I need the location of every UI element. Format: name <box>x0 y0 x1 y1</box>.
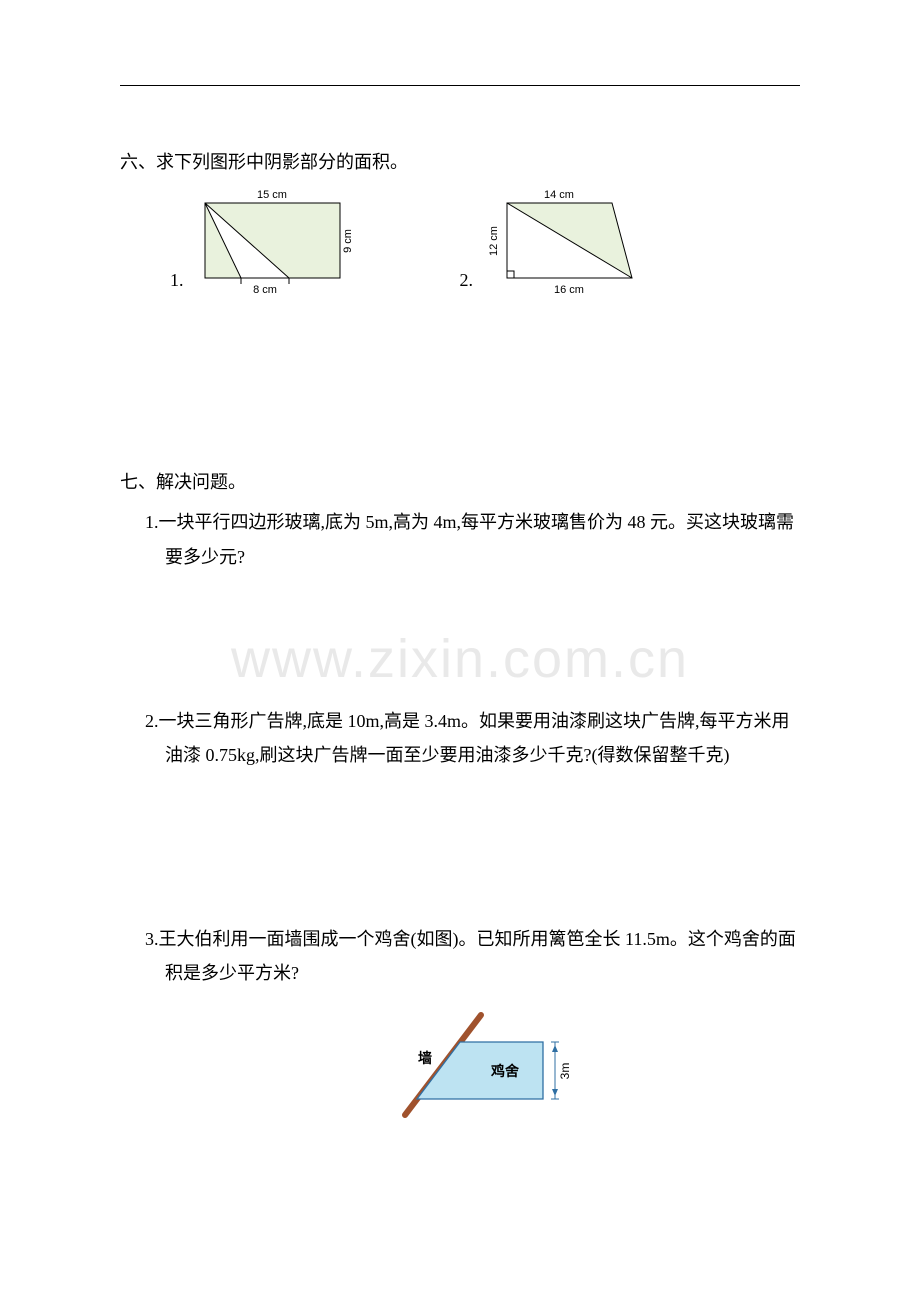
q7-3-text: 王大伯利用一面墙围成一个鸡舍(如图)。已知所用篱笆全长 11.5m。这个鸡舍的面… <box>159 929 796 983</box>
q7-1-number: 1. <box>145 512 159 532</box>
q7-2-text: 一块三角形广告牌,底是 10m,高是 3.4m。如果要用油漆刷这块广告牌,每平方… <box>159 711 790 765</box>
figure-1-number: 1. <box>170 263 184 297</box>
figure-2-number: 2. <box>460 263 474 297</box>
question-7-1: 1.一块平行四边形玻璃,底为 5m,高为 4m,每平方米玻璃售价为 48 元。买… <box>120 505 800 573</box>
question-7-2: 2.一块三角形广告牌,底是 10m,高是 3.4m。如果要用油漆刷这块广告牌,每… <box>120 704 800 772</box>
fig2-top-label: 14 cm <box>544 189 574 201</box>
q7-3-figure-wrap: 墙 鸡舍 3m <box>165 1009 800 1129</box>
fig1-top-label: 15 cm <box>257 189 287 201</box>
question-7-3: 3.王大伯利用一面墙围成一个鸡舍(如图)。已知所用篱笆全长 11.5m。这个鸡舍… <box>120 922 800 1128</box>
section-6-title: 六、求下列图形中阴影部分的面积。 <box>120 145 800 179</box>
figure-1-wrap: 1. 15 cm 9 cm 8 cm <box>170 185 360 295</box>
fig1-bottom-label: 8 cm <box>253 284 277 295</box>
fig2-left-label: 12 cm <box>488 226 500 256</box>
q7-3-coop-label: 鸡舍 <box>490 1063 520 1080</box>
page-content: 六、求下列图形中阴影部分的面积。 1. 15 cm 9 cm <box>0 0 920 1129</box>
q7-3-right-label: 3m <box>558 1062 572 1079</box>
fig2-bottom-label: 16 cm <box>554 284 584 295</box>
figure-2-svg: 14 cm 12 cm 16 cm <box>479 185 654 295</box>
figure-1-svg: 15 cm 9 cm 8 cm <box>190 185 360 295</box>
section-6-figures: 1. 15 cm 9 cm 8 cm 2. <box>120 185 800 295</box>
fig1-right-label: 9 cm <box>342 229 354 253</box>
q7-3-svg: 墙 鸡舍 3m <box>373 1009 593 1129</box>
section-7-title: 七、解决问题。 <box>120 465 800 499</box>
figure-2-wrap: 2. 14 cm 12 cm 16 cm <box>460 185 655 295</box>
q7-2-number: 2. <box>145 711 159 731</box>
q7-1-text: 一块平行四边形玻璃,底为 5m,高为 4m,每平方米玻璃售价为 48 元。买这块… <box>159 512 795 566</box>
q7-3-number: 3. <box>145 929 159 949</box>
q7-3-wall-label: 墙 <box>418 1050 432 1067</box>
